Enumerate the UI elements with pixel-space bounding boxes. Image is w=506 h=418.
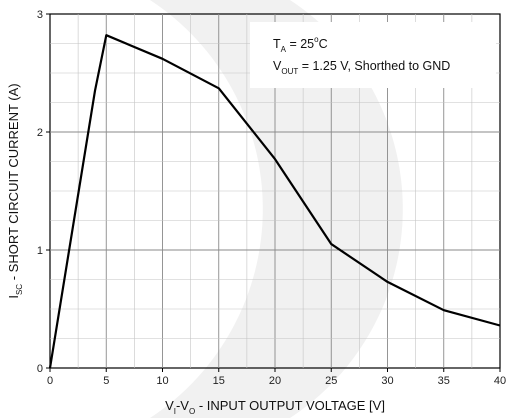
- annotation-vout: VOUT = 1.25 V, Shorthed to GND: [273, 59, 450, 76]
- y-tick-label: 3: [37, 9, 43, 21]
- series-points: [49, 35, 501, 369]
- x-tick-label: 10: [156, 375, 168, 387]
- x-tick-label: 30: [381, 375, 393, 387]
- background-watermark-arc: [150, 0, 403, 418]
- x-axis-title: VI-VO - INPUT OUTPUT VOLTAGE [V]: [165, 398, 385, 416]
- y-tick-label: 2: [37, 127, 43, 139]
- x-tick-label: 15: [213, 375, 225, 387]
- y-tick-label: 1: [37, 245, 43, 257]
- x-tick-label: 40: [494, 375, 506, 387]
- x-tick-labels: 0 5 10 15 20 25 30 35 40: [47, 368, 506, 387]
- series-line: [48, 34, 501, 369]
- y-tick-labels: 0 1 2 3: [37, 9, 50, 375]
- x-tick-label: 25: [325, 375, 337, 387]
- y-axis-title: ISC - SHORT CIRCUIT CURRENT (A): [6, 83, 24, 298]
- annotation-box: [250, 22, 496, 88]
- x-tick-label: 20: [269, 375, 281, 387]
- x-tick-label: 35: [438, 375, 450, 387]
- y-tick-label: 0: [37, 363, 43, 375]
- x-tick-label: 5: [103, 375, 109, 387]
- annotation-temperature: TA = 25oC: [273, 35, 328, 54]
- x-tick-label: 0: [47, 375, 53, 387]
